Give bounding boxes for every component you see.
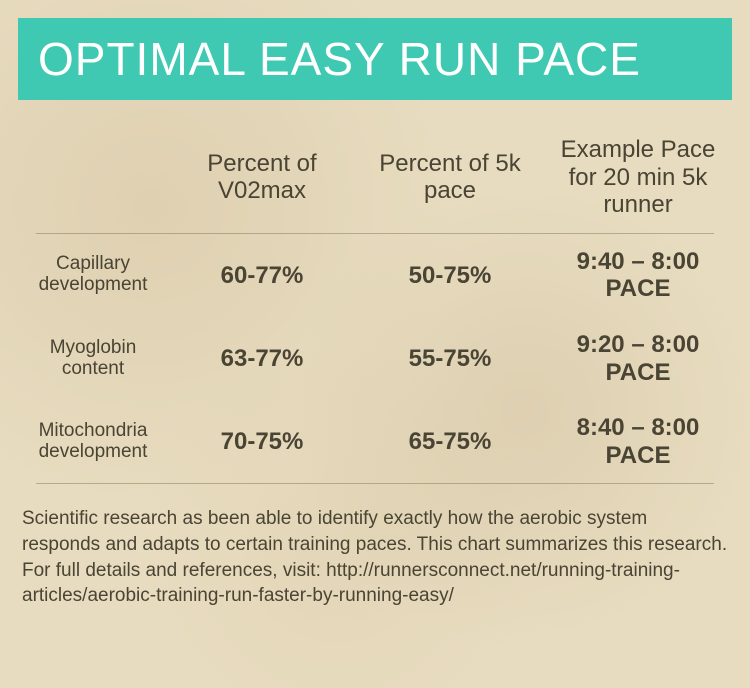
cell-5kpace: 65-75%	[356, 400, 544, 483]
table-row: Capillary development 60-77% 50-75% 9:40…	[18, 234, 732, 317]
cell-5kpace: 55-75%	[356, 317, 544, 400]
row-label: Mitochondria development	[18, 400, 168, 483]
cell-5kpace: 50-75%	[356, 234, 544, 317]
table-row: Mitochondria development 70-75% 65-75% 8…	[18, 400, 732, 483]
pace-table-wrap: Percent of V02max Percent of 5k pace Exa…	[18, 122, 732, 484]
pace-table: Percent of V02max Percent of 5k pace Exa…	[18, 122, 732, 484]
cell-example: 8:40 – 8:00 PACE	[544, 400, 732, 483]
col-header-5kpace: Percent of 5k pace	[356, 122, 544, 233]
row-label: Myoglobin content	[18, 317, 168, 400]
cell-example: 9:20 – 8:00 PACE	[544, 317, 732, 400]
row-label: Capillary development	[18, 234, 168, 317]
col-header-example: Example Pace for 20 min 5k runner	[544, 122, 732, 233]
cell-example: 9:40 – 8:00 PACE	[544, 234, 732, 317]
cell-vo2max: 63-77%	[168, 317, 356, 400]
cell-vo2max: 60-77%	[168, 234, 356, 317]
col-header-blank	[18, 122, 168, 233]
footer-caption: Scientific research as been able to iden…	[22, 506, 728, 609]
table-row: Myoglobin content 63-77% 55-75% 9:20 – 8…	[18, 317, 732, 400]
table-divider	[36, 483, 714, 484]
cell-vo2max: 70-75%	[168, 400, 356, 483]
page-title: OPTIMAL EASY RUN PACE	[18, 18, 732, 100]
col-header-vo2max: Percent of V02max	[168, 122, 356, 233]
table-header-row: Percent of V02max Percent of 5k pace Exa…	[18, 122, 732, 233]
